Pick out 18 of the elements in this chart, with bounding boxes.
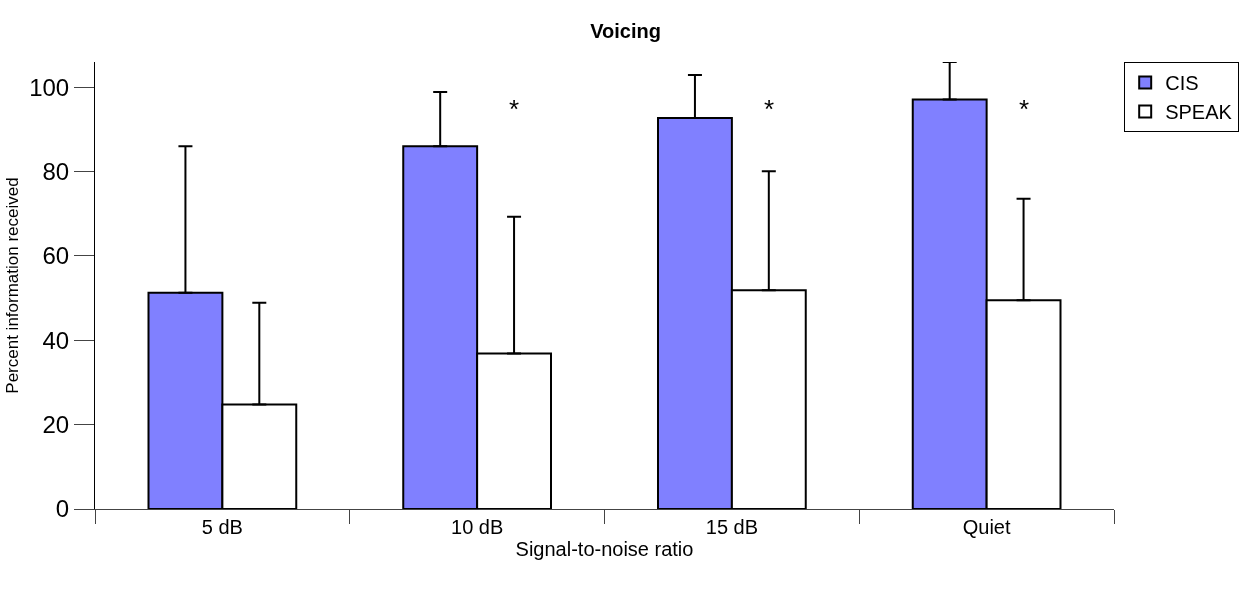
y-tick-label: 60 xyxy=(42,242,70,270)
legend-label: CIS xyxy=(1165,72,1199,95)
x-axis-title: Signal-to-noise ratio xyxy=(515,537,694,560)
y-axis-title: Percent information received xyxy=(2,177,22,394)
y-tick-label: 100 xyxy=(29,73,70,101)
y-tick-label: 80 xyxy=(42,158,70,186)
y-tick-label: 20 xyxy=(42,411,70,439)
x-tick-label: 15 dB xyxy=(705,516,759,538)
annotation: * xyxy=(509,94,520,124)
x-tick-label: 10 dB xyxy=(451,516,504,538)
x-tick-label: 5 dB xyxy=(201,516,243,538)
annotation: * xyxy=(1019,94,1030,124)
chart-title: Voicing xyxy=(590,19,661,42)
annotation: * xyxy=(764,94,775,124)
y-tick-label: 40 xyxy=(42,326,70,354)
x-tick-label: Quiet xyxy=(962,516,1011,538)
legend-label: SPEAK xyxy=(1165,101,1233,124)
y-tick-label: 0 xyxy=(55,495,70,523)
